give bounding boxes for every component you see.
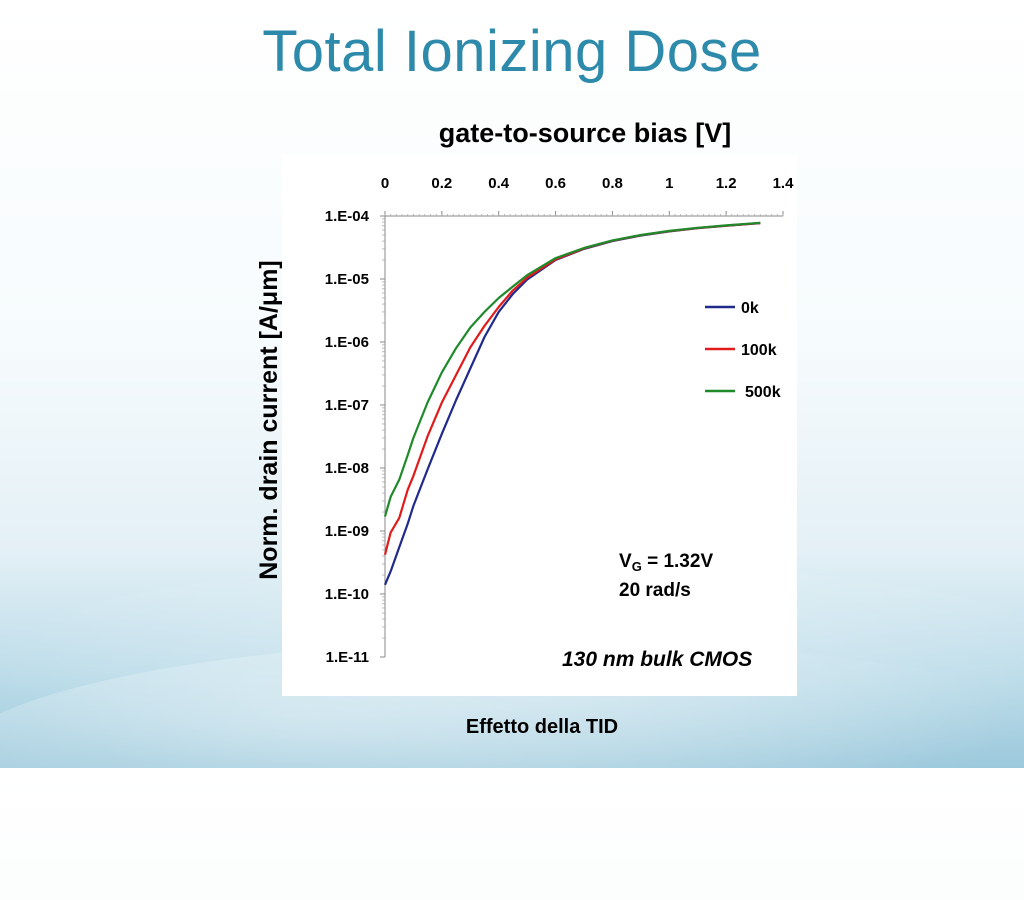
x-tick-label: 0.4 — [488, 175, 510, 192]
x-tick-label: 1 — [665, 175, 673, 192]
iv-chart: 0 0.2 0.4 0.6 0.8 1 1.2 1.4 1.E-04 1.E-05 1.E-06 1.… — [325, 175, 795, 671]
x-tick-label: 0 — [381, 175, 389, 192]
y-tick-label: 1.E-07 — [325, 397, 369, 414]
series-line-500k — [383, 221, 761, 517]
y-tick-label: 1.E-06 — [325, 334, 369, 351]
x-tick-label: 1.2 — [716, 175, 737, 192]
x-tick-label: 1.4 — [773, 175, 795, 192]
y-tick-label: 1.E-09 — [325, 523, 369, 540]
y-tick-label: 1.E-11 — [326, 649, 369, 666]
slide-title: Total Ionizing Dose — [262, 19, 762, 84]
x-axis-title: gate-to-source bias [V] — [438, 118, 732, 148]
x-tick-label: 0.2 — [431, 175, 452, 192]
y-tick-label: 1.E-10 — [325, 586, 369, 603]
legend-label-100k: 100k — [741, 342, 777, 359]
series-line-100k — [383, 221, 761, 555]
y-tick-label: 1.E-04 — [325, 208, 370, 225]
vg-annotation: VG = 1.32V — [619, 551, 713, 574]
x-tick-label: 0.6 — [545, 175, 566, 192]
legend-label-500k: 500k — [745, 384, 781, 401]
technology-annotation: 130 nm bulk CMOS — [562, 648, 752, 671]
x-tick-label: 0.8 — [602, 175, 623, 192]
legend-label-0k: 0k — [741, 300, 759, 317]
rate-annotation: 20 rad/s — [619, 580, 691, 601]
slide-caption: Effetto della TID — [465, 716, 619, 738]
chart-panel — [282, 154, 797, 696]
y-tick-label: 1.E-08 — [325, 460, 369, 477]
y-tick-label: 1.E-05 — [325, 271, 369, 288]
